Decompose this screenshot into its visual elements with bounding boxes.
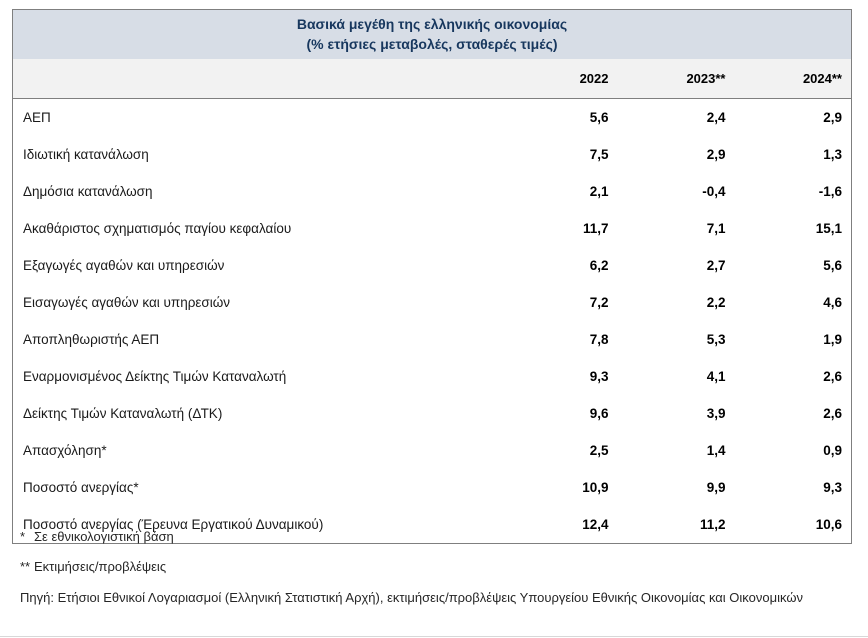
value-2024: 0,9 xyxy=(734,432,852,469)
value-2024: 2,9 xyxy=(734,98,852,136)
row-label: Εισαγωγές αγαθών και υπηρεσιών xyxy=(12,284,501,321)
table-row-unemployment-rate-lfs: Ποσοστό ανεργίας (Έρευνα Εργατικού Δυναμ… xyxy=(12,506,852,544)
table-row-harmonised-cpi: Εναρμονισμένος Δείκτης Τιμών Καταναλωτή … xyxy=(12,358,852,395)
row-label: Εξαγωγές αγαθών και υπηρεσιών xyxy=(12,247,501,284)
row-label: Ποσοστό ανεργίας (Έρευνα Εργατικού Δυναμ… xyxy=(12,506,501,544)
table-row-employment: Απασχόληση* 2,5 1,4 0,9 xyxy=(12,432,852,469)
row-label: Απασχόληση* xyxy=(12,432,501,469)
value-2024: 2,6 xyxy=(734,395,852,432)
value-2023: 2,7 xyxy=(617,247,735,284)
row-label: Εναρμονισμένος Δείκτης Τιμών Καταναλωτή xyxy=(12,358,501,395)
row-label: Δημόσια κατανάλωση xyxy=(12,173,501,210)
value-2022: 11,7 xyxy=(500,210,618,247)
column-header-empty xyxy=(12,59,501,99)
footnotes: * Σε εθνικολογιστική βάση ** Εκτιμήσεις/πρ… xyxy=(20,522,846,613)
value-2024: -1,6 xyxy=(734,173,852,210)
value-2023: 2,4 xyxy=(617,98,735,136)
column-header-2022: 2022 xyxy=(500,59,618,99)
row-label: Ιδιωτική κατανάλωση xyxy=(12,136,501,173)
value-2022: 6,2 xyxy=(500,247,618,284)
table-row-public-consumption: Δημόσια κατανάλωση 2,1 -0,4 -1,6 xyxy=(12,173,852,210)
value-2023: 2,2 xyxy=(617,284,735,321)
value-2024: 5,6 xyxy=(734,247,852,284)
value-2022: 7,2 xyxy=(500,284,618,321)
row-label: Ποσοστό ανεργίας* xyxy=(12,469,501,506)
value-2022: 9,3 xyxy=(500,358,618,395)
table-row-gross-fixed-capital: Ακαθάριστος σχηματισμός παγίου κεφαλαίου… xyxy=(12,210,852,247)
asterisk-marker: * xyxy=(20,529,26,544)
value-2023: 4,1 xyxy=(617,358,735,395)
table-row-private-consumption: Ιδιωτική κατανάλωση 7,5 2,9 1,3 xyxy=(12,136,852,173)
value-2022: 9,6 xyxy=(500,395,618,432)
value-2024: 15,1 xyxy=(734,210,852,247)
table-row-gdp-deflator: Αποπληθωριστής ΑΕΠ 7,8 5,3 1,9 xyxy=(12,321,852,358)
table-title: Βασικά μεγέθη της ελληνικής οικονομίας (… xyxy=(12,9,852,59)
row-label: Δείκτης Τιμών Καταναλωτή (ΔΤΚ) xyxy=(12,395,501,432)
value-2023: 3,9 xyxy=(617,395,735,432)
value-2023: -0,4 xyxy=(617,173,735,210)
economy-key-figures-table: Βασικά μεγέθη της ελληνικής οικονομίας (… xyxy=(12,9,852,544)
table-row-gdp: ΑΕΠ 5,6 2,4 2,9 xyxy=(12,98,852,136)
column-header-2023: 2023** xyxy=(617,59,735,99)
footnote-single-asterisk: * Σε εθνικολογιστική βάση xyxy=(20,522,846,552)
value-2022: 10,9 xyxy=(500,469,618,506)
value-2023: 11,2 xyxy=(617,506,735,544)
table-title-line2: (% ετήσιες μεταβολές, σταθερές τιμές) xyxy=(306,36,558,52)
value-2022: 2,1 xyxy=(500,173,618,210)
value-2024: 1,3 xyxy=(734,136,852,173)
footnote-text: Σε εθνικολογιστική βάση xyxy=(34,529,174,544)
column-header-row: 2022 2023** 2024** xyxy=(12,59,852,99)
table-title-row: Βασικά μεγέθη της ελληνικής οικονομίας (… xyxy=(12,9,852,59)
value-2022: 7,8 xyxy=(500,321,618,358)
row-label: Αποπληθωριστής ΑΕΠ xyxy=(12,321,501,358)
table-title-line1: Βασικά μεγέθη της ελληνικής οικονομίας xyxy=(296,16,568,32)
row-label: Ακαθάριστος σχηματισμός παγίου κεφαλαίου xyxy=(12,210,501,247)
value-2023: 9,9 xyxy=(617,469,735,506)
value-2022: 12,4 xyxy=(500,506,618,544)
table-row-imports: Εισαγωγές αγαθών και υπηρεσιών 7,2 2,2 4… xyxy=(12,284,852,321)
value-2022: 7,5 xyxy=(500,136,618,173)
value-2023: 5,3 xyxy=(617,321,735,358)
value-2024: 10,6 xyxy=(734,506,852,544)
value-2023: 2,9 xyxy=(617,136,735,173)
value-2024: 4,6 xyxy=(734,284,852,321)
footnote-text: Εκτιμήσεις/προβλέψεις xyxy=(34,559,167,574)
table-row-exports: Εξαγωγές αγαθών και υπηρεσιών 6,2 2,7 5,… xyxy=(12,247,852,284)
row-label: ΑΕΠ xyxy=(12,98,501,136)
value-2024: 9,3 xyxy=(734,469,852,506)
column-header-2024: 2024** xyxy=(734,59,852,99)
footnote-source: Πηγή: Ετήσιοι Εθνικοί Λογαριασμοί (Ελλην… xyxy=(20,590,803,605)
footnote-double-asterisk: ** Εκτιμήσεις/προβλέψεις xyxy=(20,552,846,582)
value-2023: 7,1 xyxy=(617,210,735,247)
value-2022: 2,5 xyxy=(500,432,618,469)
value-2024: 1,9 xyxy=(734,321,852,358)
double-asterisk-marker: ** xyxy=(20,559,31,574)
table-row-cpi: Δείκτης Τιμών Καταναλωτή (ΔΤΚ) 9,6 3,9 2… xyxy=(12,395,852,432)
value-2022: 5,6 xyxy=(500,98,618,136)
table-row-unemployment-rate: Ποσοστό ανεργίας* 10,9 9,9 9,3 xyxy=(12,469,852,506)
value-2024: 2,6 xyxy=(734,358,852,395)
bottom-divider xyxy=(0,636,868,637)
value-2023: 1,4 xyxy=(617,432,735,469)
